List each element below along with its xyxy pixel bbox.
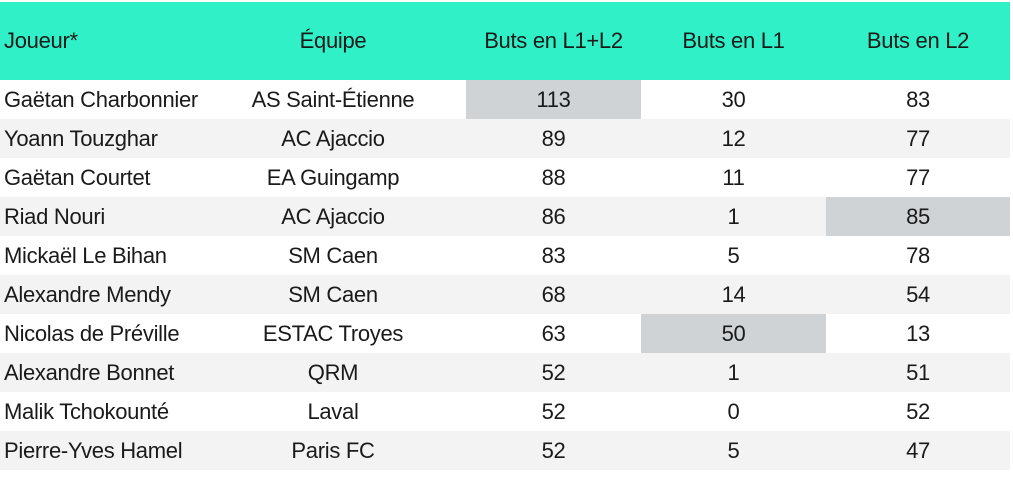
scorers-table: Joueur* Équipe Buts en L1+L2 Buts en L1 … bbox=[0, 2, 1010, 470]
cell-l1: 50 bbox=[641, 314, 826, 353]
table-row: Riad Nouri AC Ajaccio 86 1 85 bbox=[0, 197, 1010, 236]
cell-l1: 14 bbox=[721, 281, 746, 307]
table-row: Nicolas de Préville ESTAC Troyes 63 50 1… bbox=[0, 314, 1010, 353]
cell-team: Laval bbox=[307, 398, 359, 424]
cell-team: ESTAC Troyes bbox=[262, 320, 404, 346]
cell-player: Riad Nouri bbox=[4, 203, 105, 229]
cell-player: Alexandre Bonnet bbox=[4, 359, 175, 385]
cell-l1: 5 bbox=[727, 437, 740, 463]
cell-l2: 47 bbox=[906, 437, 930, 463]
header-total-goals: Buts en L1+L2 bbox=[484, 28, 623, 53]
cell-l2: 54 bbox=[906, 281, 930, 307]
table-row: Alexandre Bonnet QRM 52 1 51 bbox=[0, 353, 1010, 392]
cell-total: 52 bbox=[541, 359, 566, 385]
table-row: Gaëtan Charbonnier AS Saint-Étienne 113 … bbox=[0, 80, 1010, 119]
cell-team: SM Caen bbox=[288, 281, 378, 307]
cell-team: QRM bbox=[307, 359, 359, 385]
header-player: Joueur* bbox=[4, 28, 78, 53]
cell-team: EA Guingamp bbox=[266, 164, 400, 190]
header-l2-goals: Buts en L2 bbox=[866, 28, 970, 53]
header-l1-goals: Buts en L1 bbox=[682, 28, 785, 53]
cell-player: Pierre-Yves Hamel bbox=[4, 437, 183, 463]
cell-l1: 30 bbox=[721, 86, 746, 112]
cell-total: 83 bbox=[541, 242, 566, 268]
cell-l2: 85 bbox=[826, 197, 1010, 236]
cell-player: Alexandre Mendy bbox=[4, 281, 171, 307]
cell-total: 52 bbox=[541, 437, 566, 463]
cell-l2: 51 bbox=[906, 359, 930, 385]
cell-l2: 52 bbox=[906, 398, 930, 424]
cell-l2: 13 bbox=[906, 320, 930, 346]
cell-player: Gaëtan Charbonnier bbox=[4, 86, 198, 112]
cell-total: 86 bbox=[541, 203, 566, 229]
cell-l1: 0 bbox=[727, 398, 740, 424]
table-header: Joueur* Équipe Buts en L1+L2 Buts en L1 … bbox=[0, 2, 1010, 80]
cell-total: 68 bbox=[541, 281, 566, 307]
cell-l2: 77 bbox=[906, 125, 930, 151]
cell-total: 113 bbox=[466, 80, 641, 119]
cell-team: AS Saint-Étienne bbox=[251, 86, 415, 112]
cell-l2: 78 bbox=[906, 242, 930, 268]
cell-player: Gaëtan Courtet bbox=[4, 164, 151, 190]
table-row: Alexandre Mendy SM Caen 68 14 54 bbox=[0, 275, 1010, 314]
cell-team: AC Ajaccio bbox=[281, 203, 385, 229]
table-row: Mickaël Le Bihan SM Caen 83 5 78 bbox=[0, 236, 1010, 275]
header-team: Équipe bbox=[299, 28, 367, 53]
cell-l2: 83 bbox=[906, 86, 930, 112]
cell-team: Paris FC bbox=[291, 437, 375, 463]
table-row: Pierre-Yves Hamel Paris FC 52 5 47 bbox=[0, 431, 1010, 470]
cell-player: Yoann Touzghar bbox=[4, 125, 158, 151]
cell-player: Mickaël Le Bihan bbox=[4, 242, 167, 268]
cell-player: Malik Tchokounté bbox=[4, 398, 169, 424]
table-row: Yoann Touzghar AC Ajaccio 89 12 77 bbox=[0, 119, 1010, 158]
cell-l1: 5 bbox=[727, 242, 740, 268]
cell-l1: 1 bbox=[727, 203, 740, 229]
cell-l1: 12 bbox=[721, 125, 746, 151]
cell-total: 52 bbox=[541, 398, 566, 424]
cell-total: 63 bbox=[541, 320, 566, 346]
cell-l1: 11 bbox=[722, 164, 745, 190]
table-row: Malik Tchokounté Laval 52 0 52 bbox=[0, 392, 1010, 431]
cell-player: Nicolas de Préville bbox=[4, 320, 180, 346]
cell-l1: 1 bbox=[727, 359, 740, 385]
cell-team: AC Ajaccio bbox=[281, 125, 385, 151]
table-row: Gaëtan Courtet EA Guingamp 88 11 77 bbox=[0, 158, 1010, 197]
cell-l2: 77 bbox=[906, 164, 930, 190]
cell-total: 89 bbox=[541, 125, 566, 151]
cell-total: 88 bbox=[541, 164, 566, 190]
cell-team: SM Caen bbox=[288, 242, 378, 268]
